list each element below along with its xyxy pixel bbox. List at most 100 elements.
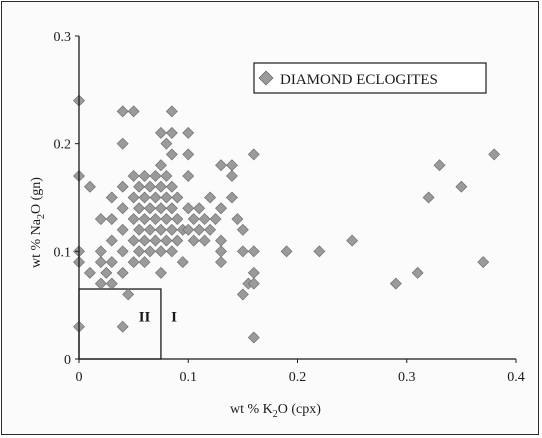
- data-point-diamond: [193, 202, 206, 215]
- legend-diamond-marker: [258, 70, 274, 86]
- data-point-diamond: [247, 266, 260, 279]
- data-point-diamond: [165, 180, 178, 193]
- data-point-diamond: [155, 180, 167, 193]
- data-point-diamond: [155, 202, 167, 215]
- data-point-diamond: [215, 202, 227, 215]
- data-point-diamond: [280, 245, 293, 258]
- data-point-diamond: [226, 191, 238, 204]
- data-point-diamond: [133, 223, 146, 236]
- data-point-diamond: [127, 213, 140, 225]
- region-i-label: I: [171, 309, 177, 325]
- data-point-diamond: [149, 191, 162, 204]
- data-point-diamond: [138, 234, 151, 247]
- data-point-diamond: [198, 213, 211, 225]
- data-point-diamond: [160, 191, 173, 204]
- data-point-diamond: [94, 213, 107, 225]
- data-point-diamond: [160, 213, 173, 225]
- data-point-diamond: [116, 245, 129, 258]
- x-tick-label: 0.2: [289, 370, 307, 385]
- data-point-diamond: [127, 191, 140, 204]
- data-point-diamond: [176, 256, 189, 269]
- data-point-diamond: [165, 223, 178, 236]
- data-point-diamond: [116, 137, 129, 150]
- y-tick-label: 0.1: [54, 245, 72, 260]
- data-point-diamond: [247, 245, 260, 258]
- data-point-diamond: [144, 180, 156, 193]
- data-point-diamond: [105, 191, 118, 204]
- data-point-diamond: [247, 277, 260, 290]
- data-point-diamond: [215, 256, 227, 269]
- data-point-diamond: [236, 245, 249, 258]
- data-point-diamond: [127, 105, 140, 118]
- y-tick-label: 0: [64, 353, 71, 368]
- y-tick-label: 0.3: [54, 30, 72, 45]
- y-axis-title: wt % Na2O (gn): [29, 177, 47, 268]
- data-point-diamond: [422, 191, 435, 204]
- data-point-diamond: [127, 170, 140, 182]
- data-point-diamond: [133, 180, 146, 193]
- data-point-diamond: [94, 245, 107, 258]
- y-tick-label: 0.2: [54, 138, 72, 153]
- data-point-diamond: [116, 320, 129, 333]
- data-point-diamond: [411, 266, 424, 279]
- data-point-diamond: [144, 223, 156, 236]
- data-point-diamond: [138, 256, 151, 269]
- data-point-diamond: [155, 266, 167, 279]
- data-point-diamond: [215, 234, 227, 247]
- data-point-diamond: [138, 170, 151, 182]
- data-point-diamond: [236, 223, 249, 236]
- data-point-diamond: [149, 170, 162, 182]
- data-point-diamond: [149, 234, 162, 247]
- data-point-diamond: [187, 213, 200, 225]
- data-point-diamond: [198, 234, 211, 247]
- data-point-diamond: [155, 223, 167, 236]
- data-point-diamond: [105, 234, 118, 247]
- data-point-diamond: [105, 277, 118, 290]
- data-point-diamond: [116, 223, 129, 236]
- data-point-diamond: [105, 213, 118, 225]
- data-point-diamond: [94, 277, 107, 290]
- data-point-diamond: [182, 223, 195, 236]
- data-point-diamond: [187, 234, 200, 247]
- data-point-diamond: [247, 148, 260, 161]
- data-point-diamond: [182, 148, 195, 161]
- data-point-diamond: [155, 159, 167, 172]
- x-tick-label: 0.1: [180, 370, 198, 385]
- data-point-diamond: [133, 202, 146, 215]
- data-point-diamond: [433, 159, 446, 172]
- data-point-diamond: [226, 159, 238, 172]
- data-point-diamond: [236, 288, 249, 301]
- data-point-diamond: [138, 191, 151, 204]
- data-point-diamond: [144, 202, 156, 215]
- data-point-diamond: [165, 202, 178, 215]
- data-point-diamond: [116, 202, 129, 215]
- data-point-diamond: [160, 234, 173, 247]
- data-point-diamond: [165, 126, 178, 139]
- data-point-diamond: [455, 180, 468, 193]
- data-point-diamond: [193, 223, 206, 236]
- data-point-diamond: [116, 266, 129, 279]
- data-point-diamond: [477, 256, 490, 269]
- data-point-diamond: [346, 234, 359, 247]
- data-point-diamond: [231, 213, 244, 225]
- data-point-diamond: [204, 223, 217, 236]
- data-point-diamond: [155, 126, 167, 139]
- data-point-diamond: [84, 180, 96, 193]
- data-point-diamond: [171, 234, 184, 247]
- data-point-diamond: [84, 266, 96, 279]
- data-point-diamond: [226, 170, 238, 182]
- data-point-diamond: [127, 256, 140, 269]
- data-point-diamond: [122, 288, 135, 301]
- plot-layer: II I: [73, 94, 501, 360]
- data-point-diamond: [138, 213, 151, 225]
- data-point-diamond: [133, 245, 146, 258]
- data-point-diamond: [116, 105, 129, 118]
- data-point-diamond: [165, 245, 178, 258]
- data-point-diamond: [209, 213, 222, 225]
- legend: DIAMOND ECLOGITES: [253, 62, 487, 94]
- x-tick-label: 0.4: [507, 370, 525, 385]
- data-point-diamond: [215, 159, 227, 172]
- data-point-diamond: [149, 213, 162, 225]
- data-point-diamond: [160, 170, 173, 182]
